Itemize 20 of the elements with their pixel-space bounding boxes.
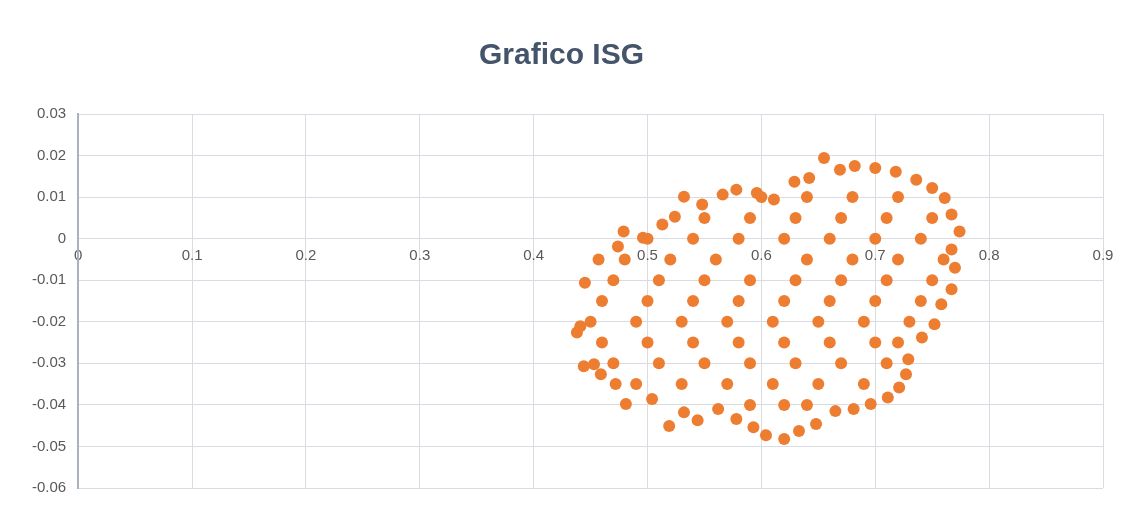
x-tick-label: 0.5: [637, 245, 658, 263]
x-tick-label: 0.1: [181, 245, 203, 263]
x-tick-label: 0.9: [1092, 245, 1114, 263]
x-tick-label: 0.6: [750, 245, 772, 263]
y-tick-label: -0.01: [31, 270, 67, 288]
y-tick-label: 0.01: [36, 187, 67, 205]
y-tick-label: 0.03: [36, 104, 67, 122]
y-tick-label: -0.06: [31, 478, 67, 496]
x-tick-label: 0.2: [295, 245, 317, 263]
chart-title: Grafico ISG: [478, 37, 645, 71]
x-tick-label: 0.3: [409, 245, 431, 263]
y-tick-label: -0.04: [31, 395, 67, 413]
y-tick-label: 0: [57, 228, 67, 246]
y-tick-label: 0.02: [36, 145, 67, 163]
x-tick-label: 0.7: [864, 245, 886, 263]
x-tick-label: 0.4: [523, 245, 545, 263]
y-tick-label: -0.03: [31, 353, 67, 371]
y-tick-label: -0.02: [31, 311, 67, 329]
y-tick-label: -0.05: [31, 436, 67, 454]
x-tick-label: 0.8: [978, 245, 1000, 263]
